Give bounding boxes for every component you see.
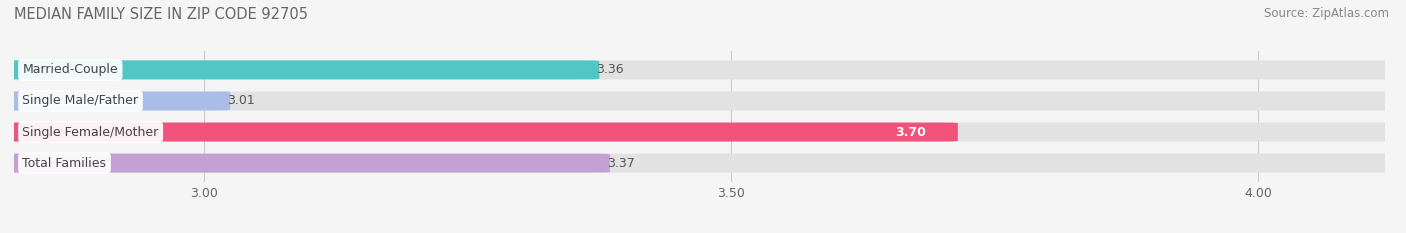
Text: 3.70: 3.70 <box>896 126 927 139</box>
FancyBboxPatch shape <box>0 60 1400 79</box>
FancyBboxPatch shape <box>0 92 1400 110</box>
Text: Single Female/Mother: Single Female/Mother <box>22 126 159 139</box>
Text: MEDIAN FAMILY SIZE IN ZIP CODE 92705: MEDIAN FAMILY SIZE IN ZIP CODE 92705 <box>14 7 308 22</box>
FancyBboxPatch shape <box>0 154 610 173</box>
Text: 3.01: 3.01 <box>226 94 254 107</box>
Text: Married-Couple: Married-Couple <box>22 63 118 76</box>
Text: Single Male/Father: Single Male/Father <box>22 94 139 107</box>
FancyBboxPatch shape <box>0 154 1400 173</box>
Text: Source: ZipAtlas.com: Source: ZipAtlas.com <box>1264 7 1389 20</box>
FancyBboxPatch shape <box>0 60 599 79</box>
Text: 3.36: 3.36 <box>596 63 624 76</box>
Text: 3.37: 3.37 <box>606 157 634 170</box>
FancyBboxPatch shape <box>0 123 957 141</box>
Text: Total Families: Total Families <box>22 157 107 170</box>
FancyBboxPatch shape <box>0 92 231 110</box>
FancyBboxPatch shape <box>0 123 1400 141</box>
